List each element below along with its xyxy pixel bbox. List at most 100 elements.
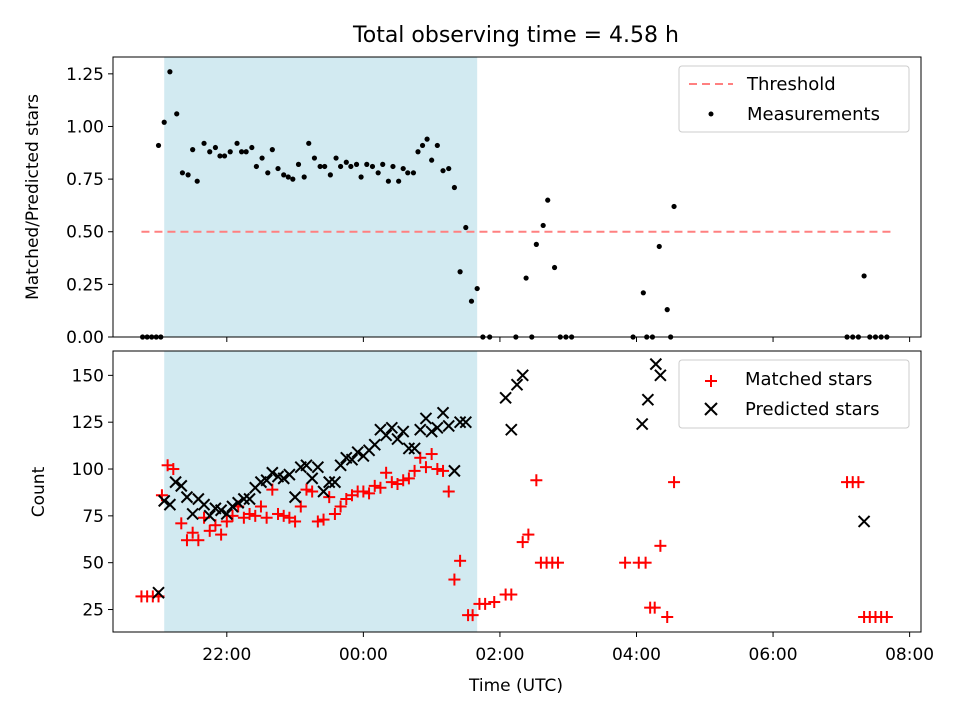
measurement-point xyxy=(434,142,440,149)
matched-star-point xyxy=(175,517,188,530)
matched-star-point xyxy=(380,466,393,479)
top-x-ticks xyxy=(226,337,911,342)
top-shaded-interval xyxy=(164,57,478,337)
predicted-star-point xyxy=(214,504,228,517)
predicted-star-point xyxy=(266,466,279,479)
matched-star-point xyxy=(317,513,330,526)
matched-star-point xyxy=(272,507,285,520)
legend-predicted-swatch xyxy=(704,402,718,416)
measurement-point xyxy=(311,155,318,161)
top-axes-frame xyxy=(112,56,922,338)
bottom-panel: 25 50 75 100 125 150 22:00 00:00 02:00 04:00 06:0… xyxy=(29,350,934,696)
matched-star-point xyxy=(852,476,865,489)
matched-star-point xyxy=(408,464,421,477)
matched-star-point xyxy=(260,511,273,524)
measurement-point xyxy=(190,147,196,153)
measurement-point xyxy=(295,161,302,167)
predicted-star-point xyxy=(283,468,296,481)
matched-star-point xyxy=(357,485,370,498)
bottom-y-tick-label: 25 xyxy=(82,601,104,621)
matched-star-point xyxy=(363,487,376,500)
matched-star-point xyxy=(551,556,564,569)
measurement-point xyxy=(400,165,406,172)
measurement-point xyxy=(217,153,223,159)
measurement-point xyxy=(440,168,446,174)
measurement-point xyxy=(317,163,323,170)
top-legend: Threshold Measurements xyxy=(678,65,910,133)
measurement-point xyxy=(533,241,539,247)
matched-star-point xyxy=(442,485,455,498)
predicted-star-point xyxy=(260,474,273,487)
matched-star-point xyxy=(530,474,543,487)
x-tick-label: 00:00 xyxy=(339,645,388,665)
bottom-axes-frame xyxy=(112,350,922,633)
top-y-axis-label: Matched/Predicted stars xyxy=(23,94,43,300)
predicted-star-point xyxy=(197,498,211,511)
top-y-tick-label: 0.25 xyxy=(66,275,104,295)
top-y-ticks: 0.00 0.25 0.50 0.75 1.00 1.25 xyxy=(66,65,113,348)
predicted-star-point xyxy=(186,507,199,521)
bottom-y-ticks: 25 50 75 100 125 150 xyxy=(72,366,113,621)
measurement-point xyxy=(155,142,162,149)
matched-star-point xyxy=(294,500,307,513)
matched-star-point xyxy=(431,463,444,476)
x-tick-label: 04:00 xyxy=(612,645,661,665)
matched-star-point xyxy=(654,539,667,552)
predicted-star-point xyxy=(231,496,245,509)
matched-star-point xyxy=(192,534,205,547)
top-y-tick-label: 1.25 xyxy=(66,65,104,85)
matched-star-point xyxy=(619,556,632,569)
measurement-point xyxy=(207,149,213,155)
measurement-point xyxy=(396,178,402,184)
measurement-point xyxy=(167,69,173,75)
measurement-point xyxy=(410,170,417,176)
predicted-star-point xyxy=(175,479,188,493)
predicted-star-point xyxy=(654,369,667,382)
predicted-star-point xyxy=(334,459,347,472)
top-panel: 0.00 0.25 0.50 0.75 1.00 1.25 Matched/Predict… xyxy=(23,56,922,348)
predicted-star-point xyxy=(419,412,433,425)
measurement-point xyxy=(306,140,312,146)
measurement-point xyxy=(194,178,200,184)
figure-title: Total observing time = 4.58 h xyxy=(352,23,679,48)
measurement-point xyxy=(861,273,867,279)
bottom-legend: Matched stars Predicted stars xyxy=(678,359,910,429)
predicted-star-point xyxy=(402,442,416,455)
matched-star-point xyxy=(668,476,681,489)
matched-star-point xyxy=(209,519,222,532)
measurement-point xyxy=(281,172,287,178)
matched-star-point xyxy=(243,507,256,520)
measurement-point xyxy=(390,163,396,170)
measurement-point xyxy=(671,203,677,210)
matched-star-point xyxy=(311,515,324,528)
top-y-tick-label: 0.50 xyxy=(66,223,104,243)
matched-star-point xyxy=(306,485,319,498)
measurement-point xyxy=(424,136,430,142)
matched-star-point xyxy=(648,601,661,614)
measurement-point xyxy=(457,269,463,275)
top-y-tick-label: 0.75 xyxy=(66,170,104,190)
predicted-star-point xyxy=(459,415,472,429)
predicted-star-point xyxy=(379,429,393,442)
predicted-star-point xyxy=(385,421,399,435)
measurement-point xyxy=(640,290,646,296)
bottom-y-axis-label: Count xyxy=(29,466,49,517)
matched-star-point xyxy=(661,611,674,624)
predicted-star-point xyxy=(510,378,524,391)
predicted-star-point xyxy=(641,393,655,406)
top-legend-box xyxy=(678,65,910,133)
measurement-point xyxy=(429,157,435,163)
measurement-point xyxy=(375,170,381,176)
measurement-point xyxy=(451,184,458,191)
matched-star-point xyxy=(300,483,313,496)
matched-star-point xyxy=(368,479,381,492)
predicted-star-point xyxy=(317,485,330,498)
predicted-star-point xyxy=(328,475,342,489)
measurement-point xyxy=(234,140,240,146)
measurement-point xyxy=(201,140,207,146)
matched-star-point xyxy=(203,524,216,537)
predicted-star-point xyxy=(288,490,302,504)
measurement-point xyxy=(327,172,333,178)
measurement-point xyxy=(468,298,475,304)
measurement-point xyxy=(353,161,360,167)
